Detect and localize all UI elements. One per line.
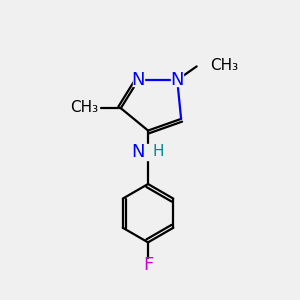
Text: CH₃: CH₃ — [210, 58, 238, 73]
Text: N: N — [132, 143, 145, 161]
Text: CH₃: CH₃ — [70, 100, 98, 115]
Text: N: N — [132, 71, 145, 89]
Bar — [171, 74, 183, 86]
Bar — [140, 144, 156, 160]
Bar — [142, 259, 154, 271]
Text: N: N — [170, 71, 184, 89]
Text: H: H — [153, 144, 164, 159]
Bar — [133, 74, 144, 86]
Text: F: F — [143, 256, 153, 274]
